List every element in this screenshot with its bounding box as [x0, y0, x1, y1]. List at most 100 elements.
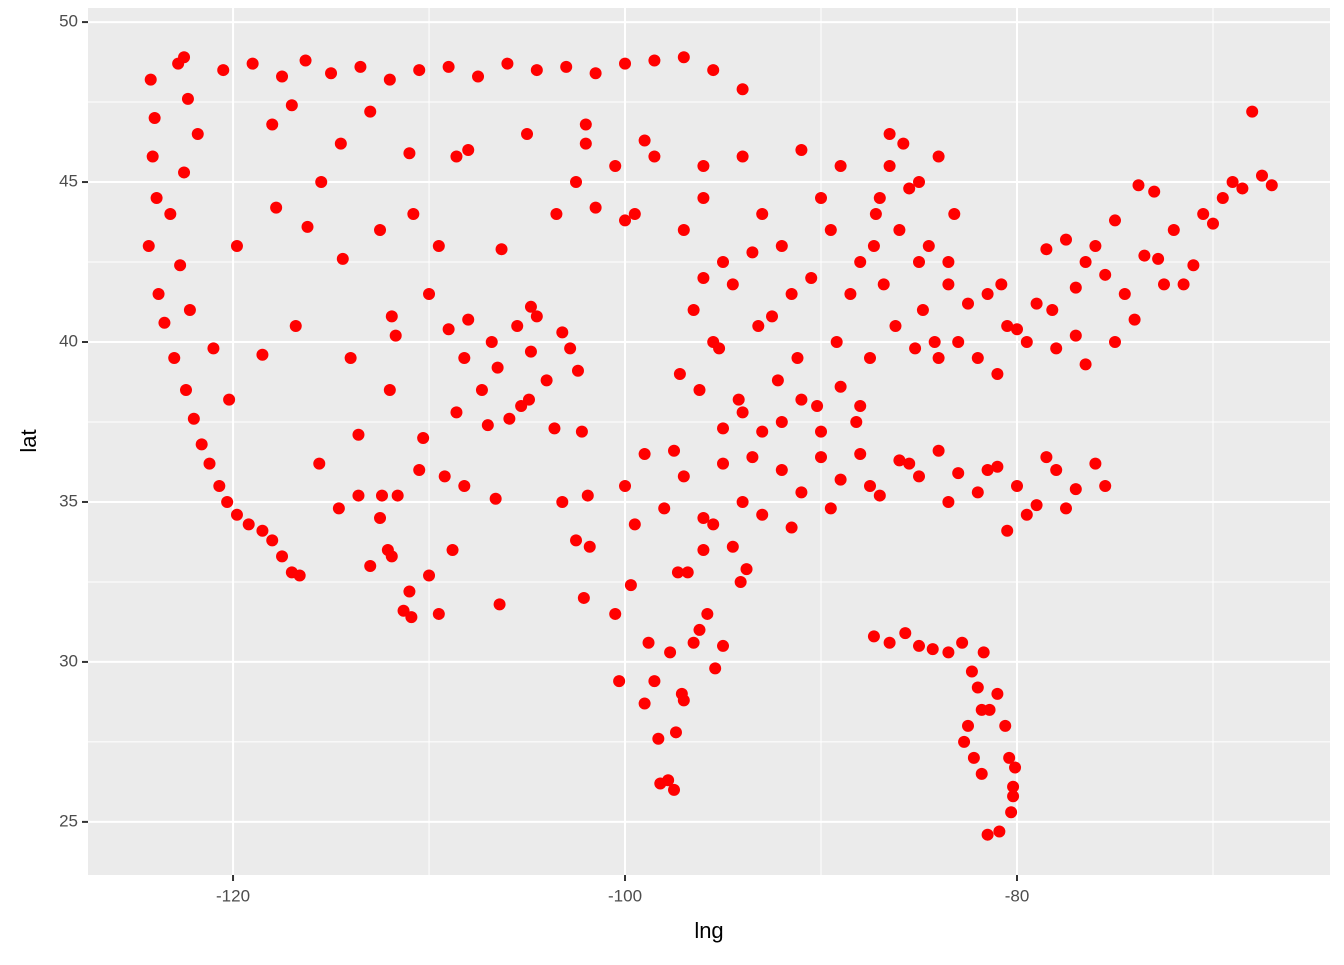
- point: [669, 726, 682, 739]
- point: [619, 479, 632, 492]
- point: [315, 176, 328, 189]
- point: [736, 495, 749, 508]
- point: [671, 566, 684, 579]
- point: [148, 112, 161, 125]
- point: [664, 646, 677, 659]
- point: [883, 160, 896, 173]
- point: [1118, 288, 1131, 301]
- point: [1089, 457, 1102, 470]
- point: [766, 310, 779, 323]
- point: [485, 336, 498, 349]
- point: [707, 64, 720, 77]
- point: [489, 492, 502, 505]
- point: [775, 240, 788, 253]
- point: [152, 288, 165, 301]
- point: [432, 240, 445, 253]
- point: [897, 137, 910, 150]
- point: [971, 351, 984, 364]
- point: [697, 272, 710, 285]
- point: [697, 543, 710, 556]
- point: [1001, 524, 1014, 537]
- point: [658, 502, 671, 515]
- point: [501, 57, 514, 70]
- point: [1206, 217, 1219, 230]
- point: [677, 224, 690, 237]
- point: [1246, 105, 1259, 118]
- point: [1079, 358, 1092, 371]
- point: [932, 150, 945, 163]
- point: [1059, 233, 1072, 246]
- point: [687, 636, 700, 649]
- point: [991, 687, 1004, 700]
- point: [697, 192, 710, 205]
- point: [556, 326, 569, 339]
- point: [746, 246, 759, 259]
- point: [681, 566, 694, 579]
- point: [1187, 259, 1200, 272]
- point: [144, 73, 157, 86]
- point: [873, 489, 886, 502]
- point: [540, 374, 553, 387]
- point: [889, 320, 902, 333]
- x-tick-label: -100: [608, 886, 642, 905]
- point: [956, 636, 969, 649]
- point: [493, 598, 506, 611]
- y-tick-label: 30: [59, 651, 78, 670]
- point: [752, 320, 765, 333]
- point: [899, 627, 912, 640]
- point: [652, 732, 665, 745]
- point: [854, 256, 867, 269]
- point: [230, 240, 243, 253]
- point: [352, 489, 365, 502]
- point: [922, 240, 935, 253]
- point: [1030, 499, 1043, 512]
- point: [389, 329, 402, 342]
- point: [613, 675, 626, 688]
- point: [673, 367, 686, 380]
- point: [230, 508, 243, 521]
- point: [336, 252, 349, 265]
- point: [648, 150, 661, 163]
- point: [913, 256, 926, 269]
- point: [913, 639, 926, 652]
- point: [1167, 224, 1180, 237]
- point: [397, 604, 410, 617]
- point: [967, 751, 980, 764]
- y-tick-label: 45: [59, 172, 78, 191]
- point: [1108, 336, 1121, 349]
- point: [795, 486, 808, 499]
- plot-panel: [88, 8, 1330, 875]
- point: [1177, 278, 1190, 291]
- point: [771, 374, 784, 387]
- point: [948, 208, 961, 221]
- point: [983, 703, 996, 716]
- point: [475, 383, 488, 396]
- point: [334, 137, 347, 150]
- point: [577, 591, 590, 604]
- point: [1216, 192, 1229, 205]
- point: [648, 54, 661, 67]
- point: [438, 470, 451, 483]
- point: [999, 719, 1012, 732]
- point: [687, 304, 700, 317]
- point: [521, 128, 534, 141]
- point: [1046, 304, 1059, 317]
- point: [450, 406, 463, 419]
- point: [583, 540, 596, 553]
- point: [571, 364, 584, 377]
- point: [854, 399, 867, 412]
- point: [693, 383, 706, 396]
- point: [556, 495, 569, 508]
- point: [1265, 179, 1278, 192]
- x-axis-title: lng: [694, 918, 723, 943]
- point: [854, 447, 867, 460]
- point: [256, 348, 269, 361]
- point: [668, 444, 681, 457]
- point: [971, 486, 984, 499]
- point: [942, 256, 955, 269]
- point: [442, 323, 455, 336]
- point: [903, 182, 916, 195]
- point: [142, 240, 155, 253]
- point: [736, 150, 749, 163]
